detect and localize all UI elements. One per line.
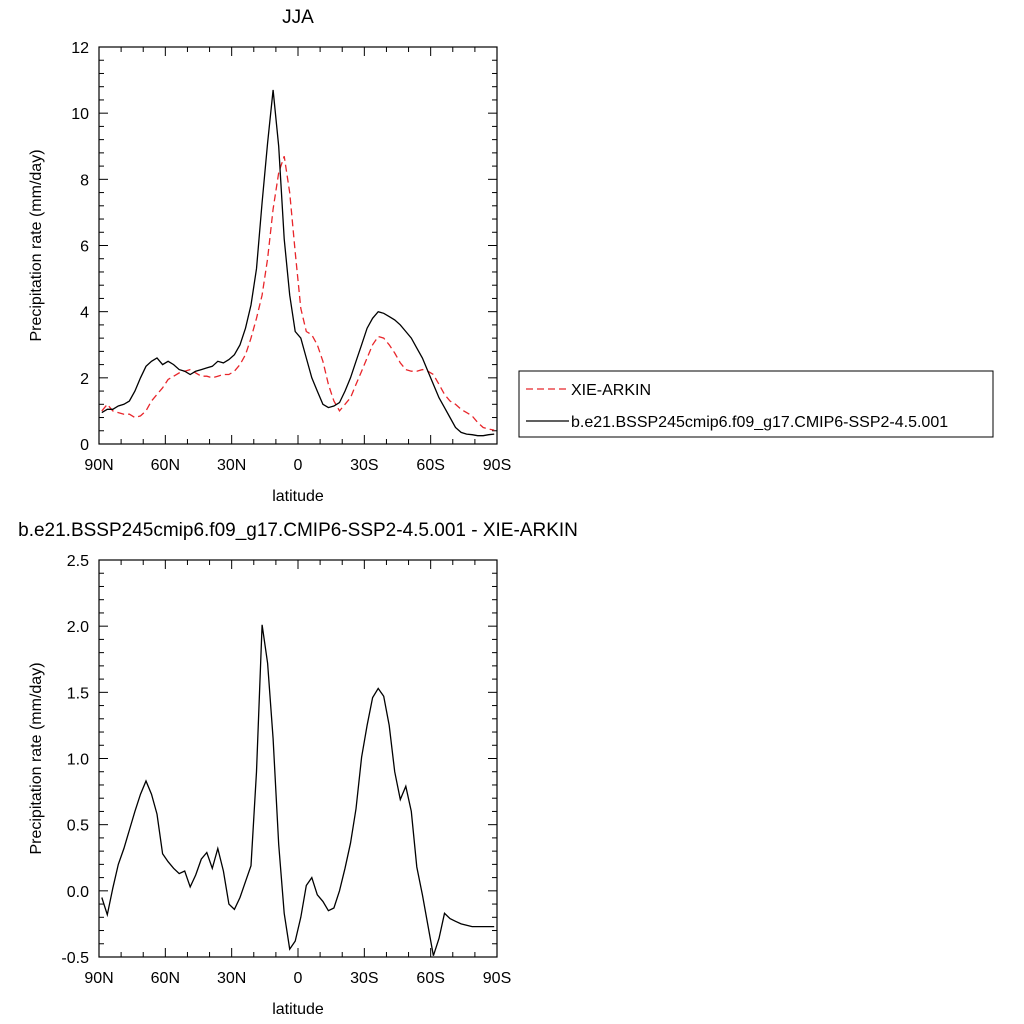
x-axis-label: latitude — [272, 488, 324, 505]
x-tick-label: 90N — [84, 970, 113, 987]
y-tick-label: 8 — [80, 172, 89, 189]
chart-panel-1: 90N 60N 30N 0 30S 60S 90S 0 2 4 6 8 10 12 latitude Prec… — [28, 7, 994, 505]
y-tick-label: 4 — [80, 305, 89, 322]
x-tick-label: 60S — [416, 457, 444, 474]
y-tick-label: 10 — [71, 106, 89, 123]
x-tick-label: 30N — [217, 457, 246, 474]
chart-title: JJA — [282, 7, 314, 28]
x-tick-label: 0 — [294, 457, 303, 474]
plot-frame — [98, 559, 498, 958]
legend-label-2: b.e21.BSSP245cmip6.f09_g17.CMIP6-SSP2-4.… — [571, 414, 948, 431]
x-tick-label: 90S — [483, 457, 511, 474]
chart-panel-2: 90N 60N 30N 0 30S 60S 90S -0.5 0.0 0.5 1.0 1.5 2.0 2.… — [18, 520, 578, 1018]
x-tick-label: 0 — [294, 970, 303, 987]
y-tick-label: -0.5 — [61, 950, 89, 967]
x-tick-label: 30S — [350, 457, 378, 474]
x-tick-label: 60N — [151, 457, 180, 474]
y-tick-label: 1.0 — [67, 752, 89, 769]
x-tick-label: 30S — [350, 970, 378, 987]
x-tick-label: 90N — [84, 457, 113, 474]
x-axis-label: latitude — [272, 1001, 324, 1018]
y-axis-label: Precipitation rate (mm/day) — [28, 149, 45, 341]
y-tick-label: 0.0 — [67, 884, 89, 901]
chart-title: b.e21.BSSP245cmip6.f09_g17.CMIP6-SSP2-4.… — [18, 520, 578, 541]
y-tick-label: 2.0 — [67, 619, 89, 636]
y-tick-label: 2 — [80, 371, 89, 388]
y-tick-label: 0.5 — [67, 818, 89, 835]
y-tick-label: 2.5 — [67, 553, 89, 570]
y-tick-label: 1.5 — [67, 685, 89, 702]
plot-area — [101, 89, 495, 437]
plot-frame — [98, 46, 498, 445]
y-tick-label: 12 — [71, 40, 89, 57]
x-tick-label: 90S — [483, 970, 511, 987]
legend-box — [518, 370, 994, 438]
y-axis-label: Precipitation rate (mm/day) — [28, 662, 45, 854]
legend-label-1: XIE-ARKIN — [571, 382, 651, 399]
series-line-1 — [101, 624, 495, 956]
x-tick-label: 60N — [151, 970, 180, 987]
x-tick-label: 30N — [217, 970, 246, 987]
legend: XIE-ARKIN b.e21.BSSP245cmip6.f09_g17.CMIP… — [518, 370, 994, 438]
series-line-2 — [101, 89, 495, 437]
y-tick-label: 0 — [80, 437, 89, 454]
y-tick-label: 6 — [80, 239, 89, 256]
x-tick-label: 60S — [416, 970, 444, 987]
plot-area — [101, 624, 495, 956]
